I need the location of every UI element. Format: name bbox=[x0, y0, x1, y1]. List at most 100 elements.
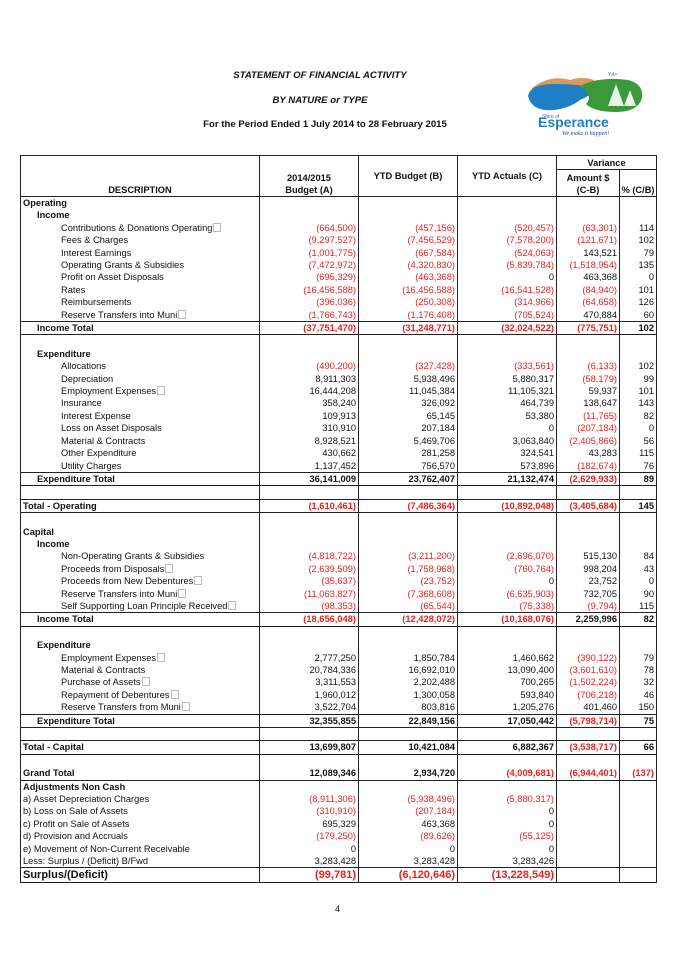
cell-variance-pct: 56 bbox=[619, 434, 657, 448]
cell-variance-pct: 0 bbox=[619, 271, 657, 284]
row-label: Rates bbox=[61, 284, 86, 295]
cell-variance-amount: 463,368 bbox=[556, 271, 620, 284]
row-description: Capital bbox=[20, 525, 260, 538]
table-row-subsection: Expenditure bbox=[20, 639, 657, 652]
row-label: Loss on Asset Disposals bbox=[61, 423, 162, 434]
cell-budget bbox=[259, 626, 359, 640]
row-description: Employment Expenses bbox=[20, 385, 260, 398]
cell-ytd-actuals: 324,541 bbox=[457, 447, 557, 460]
cell-variance-pct: 150 bbox=[619, 701, 657, 715]
cell-variance-pct: 82 bbox=[619, 409, 657, 423]
cell-ytd-actuals: 0 bbox=[457, 575, 557, 588]
cell-budget: 430,662 bbox=[259, 447, 359, 460]
cell-budget: 32,355,855 bbox=[259, 713, 359, 729]
cell-variance-amount: 143,521 bbox=[556, 246, 620, 260]
row-label: e) Movement of Non-Current Receivable bbox=[23, 843, 190, 854]
cell-ytd-budget: 281,258 bbox=[358, 447, 458, 460]
cell-ytd-actuals bbox=[457, 537, 557, 551]
cell-variance-pct bbox=[619, 805, 657, 818]
cell-ytd-budget bbox=[358, 626, 458, 640]
cell-variance-amount bbox=[556, 754, 620, 768]
table-row-item: Proceeds from New Debentures (35,637) (23,… bbox=[20, 575, 657, 588]
missing-glyph-icon bbox=[170, 689, 179, 699]
cell-budget: (18,656,048) bbox=[259, 612, 359, 627]
row-label: Proceeds from Disposals bbox=[61, 563, 165, 574]
cell-ytd-actuals: 0 bbox=[457, 422, 557, 435]
cell-ytd-actuals: (705,524) bbox=[457, 308, 557, 322]
cell-ytd-budget bbox=[358, 754, 458, 768]
table-row-item: Loss on Asset Disposals 310,910 207,184 0 (2… bbox=[20, 422, 657, 435]
row-label: Expenditure Total bbox=[37, 473, 115, 484]
row-description: Total - Operating bbox=[20, 498, 260, 514]
cell-budget bbox=[259, 525, 359, 538]
row-label: Income bbox=[37, 210, 70, 221]
cell-ytd-budget: (3,211,200) bbox=[358, 550, 458, 563]
cell-ytd-budget bbox=[358, 334, 458, 348]
cell-variance-pct bbox=[619, 754, 657, 768]
row-description: Repayment of Debentures bbox=[20, 688, 260, 702]
cell-budget: 3,283,428 bbox=[259, 855, 359, 868]
cell-ytd-budget: 23,762,407 bbox=[358, 471, 458, 487]
table-row-item: Depreciation 8,911,303 5,938,496 5,880,317(… bbox=[20, 372, 657, 386]
page-number: 4 bbox=[334, 904, 340, 914]
cell-variance-amount bbox=[556, 727, 620, 741]
logo-small-text: Shire of bbox=[542, 114, 560, 120]
row-label: Insurance bbox=[61, 398, 102, 409]
cell-variance-pct bbox=[619, 842, 657, 856]
cell-variance-amount: (9,794) bbox=[556, 599, 620, 613]
row-label: c) Profit on Sale of Assets bbox=[23, 818, 130, 829]
row-description: Total - Capital bbox=[20, 740, 260, 755]
row-label: a) Asset Depreciation Charges bbox=[23, 794, 150, 804]
row-label: Utility Charges bbox=[61, 460, 122, 471]
cell-budget: 20,784,336 bbox=[259, 663, 359, 677]
cell-budget: (99,781) bbox=[259, 867, 359, 884]
cell-variance-amount bbox=[556, 512, 620, 526]
cell-variance-pct bbox=[619, 855, 657, 868]
cell-variance-amount: (6,944,401) bbox=[556, 767, 620, 781]
cell-variance-pct: 82 bbox=[619, 612, 657, 627]
row-description: Interest Earnings bbox=[20, 246, 260, 260]
cell-budget: (179,250) bbox=[259, 830, 359, 843]
cell-variance-pct: 78 bbox=[619, 663, 657, 677]
cell-ytd-actuals: (6,635,903) bbox=[457, 587, 557, 600]
cell-variance-pct: 101 bbox=[619, 385, 657, 398]
row-description: Adjustments Non Cash bbox=[20, 780, 260, 793]
table-row-item: Self Supporting Loan Principle Received (… bbox=[20, 599, 657, 613]
table-row-item: Operating Grants & Subsidies (7,472,972)(… bbox=[20, 259, 657, 272]
table-row-subsection: Income bbox=[20, 537, 657, 551]
table-row-item: Repayment of Debentures 1,960,012 1,300,05… bbox=[20, 688, 657, 702]
cell-variance-pct bbox=[619, 817, 657, 831]
cell-variance-amount: 43,283 bbox=[556, 447, 620, 460]
cell-ytd-budget: 11,045,384 bbox=[358, 385, 458, 398]
cell-ytd-actuals bbox=[457, 334, 557, 348]
cell-variance-amount bbox=[556, 830, 620, 843]
cell-variance-pct bbox=[619, 512, 657, 526]
cell-variance-pct: 115 bbox=[619, 599, 657, 613]
cell-budget: (16,456,588) bbox=[259, 283, 359, 297]
row-label: Material & Contracts bbox=[61, 664, 146, 675]
col-header-budget: 2014/2015 Budget (A) bbox=[259, 155, 359, 197]
cell-budget: 358,240 bbox=[259, 397, 359, 410]
table-row-adj: a) Asset Depreciation Charges (8,911,306)… bbox=[20, 793, 657, 806]
row-label: Total - Operating bbox=[23, 500, 97, 511]
cell-variance-pct: 43 bbox=[619, 562, 657, 576]
cell-budget: 8,928,521 bbox=[259, 434, 359, 448]
table-row-blank bbox=[20, 626, 657, 640]
cell-variance-amount: 515,130 bbox=[556, 550, 620, 563]
cell-variance-amount: 2,259,996 bbox=[556, 612, 620, 627]
cell-ytd-actuals: 700,265 bbox=[457, 676, 557, 689]
col-header-description: DESCRIPTION bbox=[20, 155, 260, 197]
row-description: Utility Charges bbox=[20, 459, 260, 473]
row-description: Contributions & Donations Operating bbox=[20, 221, 260, 235]
cell-variance-amount bbox=[556, 525, 620, 538]
table-row-subtotal: Income Total (37,751,470) (31,248,771) (32,… bbox=[20, 321, 657, 336]
table-row-total: Total - Capital 13,699,807 10,421,084 6,882… bbox=[20, 740, 657, 755]
cell-ytd-actuals bbox=[457, 209, 557, 222]
cell-budget: (1,610,461) bbox=[259, 498, 359, 514]
table-row-item: Interest Earnings (1,001,775) (667,584) (52… bbox=[20, 246, 657, 260]
cell-budget bbox=[259, 196, 359, 210]
cell-ytd-budget: (12,428,072) bbox=[358, 612, 458, 627]
table-row-section: Operating bbox=[20, 196, 657, 210]
cell-ytd-budget bbox=[358, 537, 458, 551]
table-row-total: Total - Operating (1,610,461) (7,486,364)(… bbox=[20, 498, 657, 514]
